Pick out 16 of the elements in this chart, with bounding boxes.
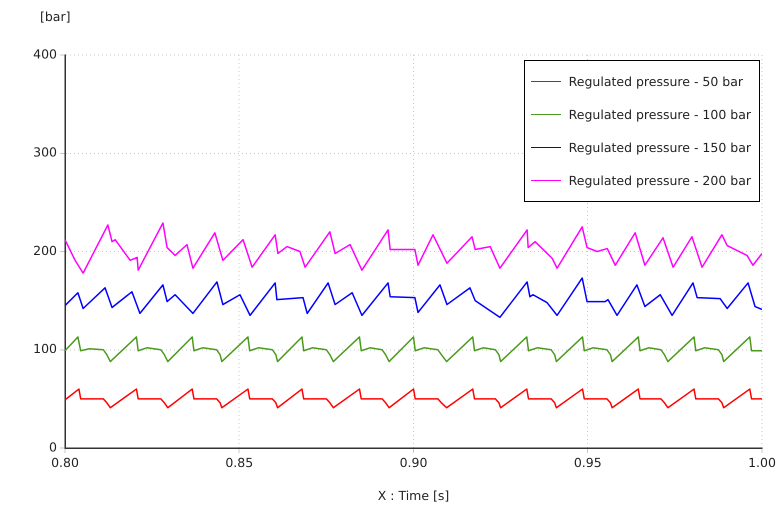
y-axis-title: [bar] [40,9,70,24]
x-tick-label: 0.85 [225,454,254,470]
legend-label: Regulated pressure - 100 bar [568,107,751,122]
x-tick-label: 0.80 [51,454,79,470]
y-tick-label: 300 [33,144,58,160]
x-axis-title: X : Time [s] [378,488,450,503]
legend-label: Regulated pressure - 50 bar [568,74,744,89]
x-tick-label: 0.95 [574,454,602,470]
x-tick-label: 0.90 [400,454,428,470]
y-tick-label: 400 [33,46,58,62]
legend-label: Regulated pressure - 150 bar [568,140,751,155]
y-tick-label: 200 [33,242,58,258]
y-tick-label: 0 [49,439,58,454]
x-tick-label: 1.00 [748,454,776,470]
y-tick-label: 100 [33,341,58,356]
legend-label: Regulated pressure - 200 bar [568,173,751,188]
